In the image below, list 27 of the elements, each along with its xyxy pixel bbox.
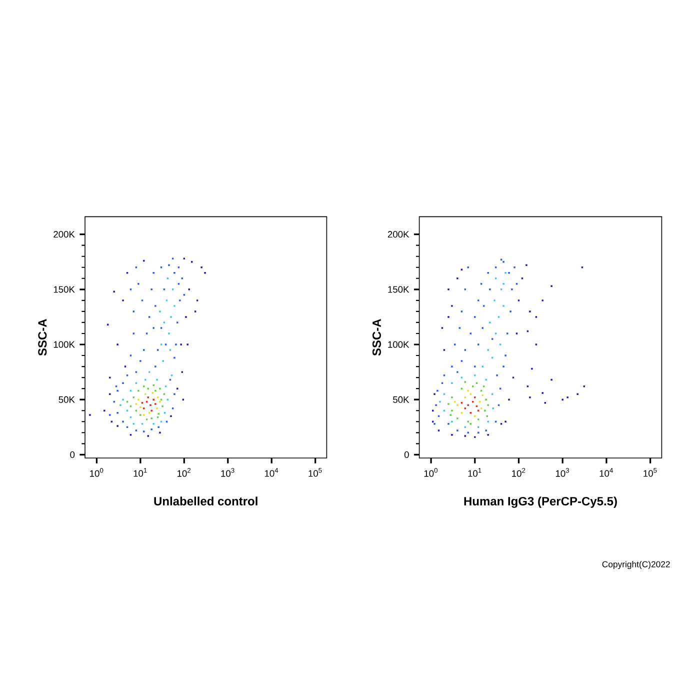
- x-tick-label: 10$^{3}$: [556, 468, 570, 477]
- y-tick-label: 200K: [54, 231, 75, 238]
- y-tick-label: 150K: [388, 286, 410, 293]
- x-tick-label: 10$^{4}$: [264, 468, 278, 477]
- x-tick-label: 10$^{3}$: [221, 468, 234, 477]
- y-tick-label: 50K: [58, 396, 75, 403]
- text: Copyright(C)2022: [602, 560, 670, 570]
- x-tick-label: 10$^{2}$: [177, 468, 191, 477]
- x-axis-title: Human IgG3 (PerCP-Cy5.5): [464, 496, 617, 508]
- y-axis-title: SSC-A: [372, 319, 381, 356]
- x-tick-label: 10$^{5}$: [308, 468, 322, 477]
- x-tick-label: 10$^{0}$: [424, 468, 438, 477]
- y-tick-label: 0: [70, 451, 75, 458]
- y-tick-label: 50K: [393, 396, 410, 403]
- x-tick-label: 10$^{4}$: [600, 468, 613, 477]
- y-tick-label: 150K: [54, 286, 75, 293]
- x-tick-label: 10$^{5}$: [644, 468, 657, 477]
- y-tick-label: 100K: [388, 341, 410, 348]
- y-axis-title: SSC-A: [38, 319, 47, 356]
- x-tick-label: 10$^{1}$: [134, 468, 147, 477]
- x-tick-label: 10$^{2}$: [512, 468, 526, 477]
- x-tick-label: 10$^{1}$: [468, 468, 482, 477]
- x-axis-title: Unlabelled control: [154, 496, 258, 506]
- x-tick-label: 10$^{0}$: [90, 468, 104, 477]
- y-tick-label: 200K: [388, 231, 410, 238]
- y-tick-label: 100K: [54, 341, 75, 348]
- y-tick-label: 0: [404, 451, 409, 458]
